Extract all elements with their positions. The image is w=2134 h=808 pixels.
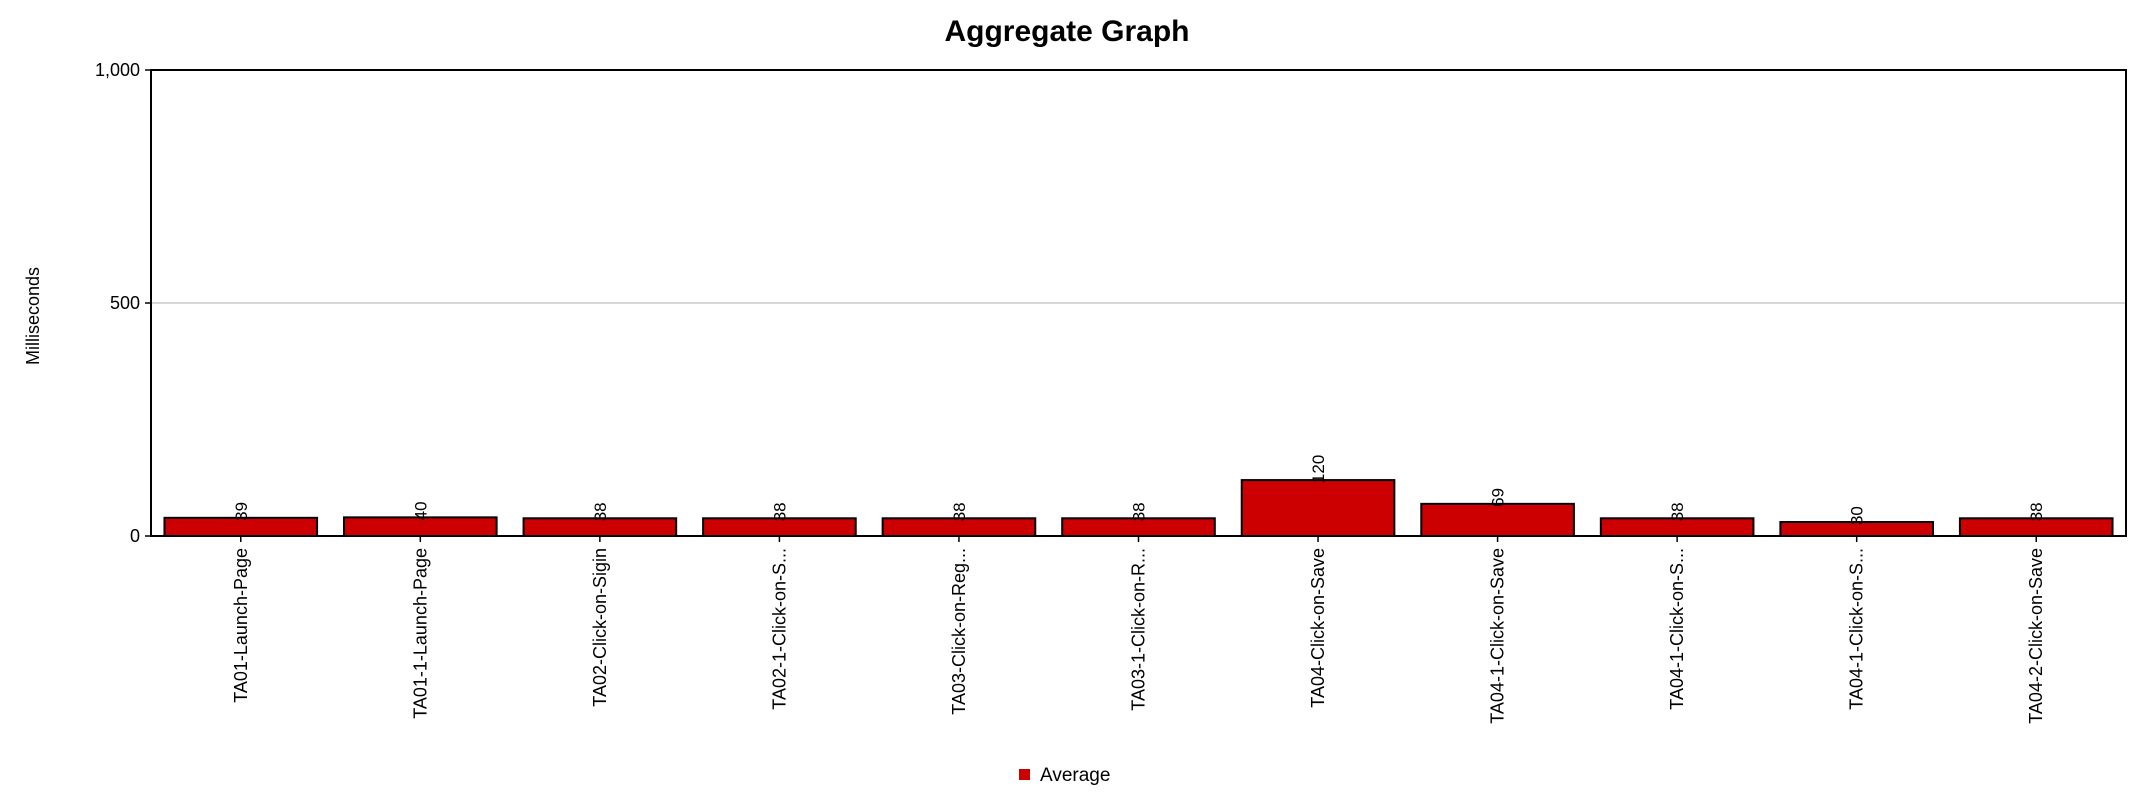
y-tick-label: 500: [110, 293, 140, 313]
bar: [1420, 502, 1575, 538]
y-axis-label: Milliseconds: [23, 267, 43, 365]
bar: [1240, 479, 1396, 537]
x-tick-label: TA02-Click-on-Sigin: [590, 548, 610, 707]
chart-title: Aggregate Graph: [944, 15, 1189, 48]
legend: Average: [1019, 765, 1110, 786]
data-label: 38: [591, 502, 610, 521]
x-tick-label: TA04-1-Click-on-Save: [1488, 548, 1508, 724]
bars: [163, 479, 2114, 538]
data-label: 38: [2027, 502, 2046, 521]
data-label: 38: [770, 502, 789, 521]
x-tick-label: TA02-1-Click-on-S...: [769, 548, 789, 710]
data-label: 39: [232, 502, 251, 521]
data-label: 40: [411, 501, 430, 520]
data-label: 120: [1309, 455, 1328, 483]
data-label: 69: [1489, 488, 1508, 507]
data-label: 38: [1668, 502, 1687, 521]
x-tick-label: TA01-1-Launch-Page: [410, 548, 430, 719]
data-label: 38: [1130, 502, 1149, 521]
x-axis-ticks: TA01-Launch-Page TA01-1-Launch-Page TA02-C…: [231, 536, 2046, 724]
x-tick-label: TA03-Click-on-Reg...: [949, 548, 969, 715]
x-tick-label: TA01-Launch-Page: [231, 548, 251, 703]
data-label: 38: [950, 502, 969, 521]
data-label: 30: [1848, 506, 1867, 525]
x-tick-label: TA04-2-Click-on-Save: [2026, 548, 2046, 724]
x-tick-label: TA03-1-Click-on-R...: [1129, 548, 1149, 711]
x-tick-label: TA04-1-Click-on-S...: [1667, 548, 1687, 710]
y-axis-ticks: 0 500 1,000: [95, 60, 151, 546]
y-tick-label: 0: [130, 526, 140, 546]
x-tick-label: TA04-1-Click-on-S...: [1847, 548, 1867, 710]
data-labels: 39 40 38 38 38 38 120 69 38 30 38: [232, 455, 2046, 525]
x-tick-label: TA04-Click-on-Save: [1308, 548, 1328, 708]
legend-label-average: Average: [1040, 765, 1110, 786]
y-tick-label: 1,000: [95, 60, 140, 80]
legend-swatch-average: [1019, 769, 1030, 780]
